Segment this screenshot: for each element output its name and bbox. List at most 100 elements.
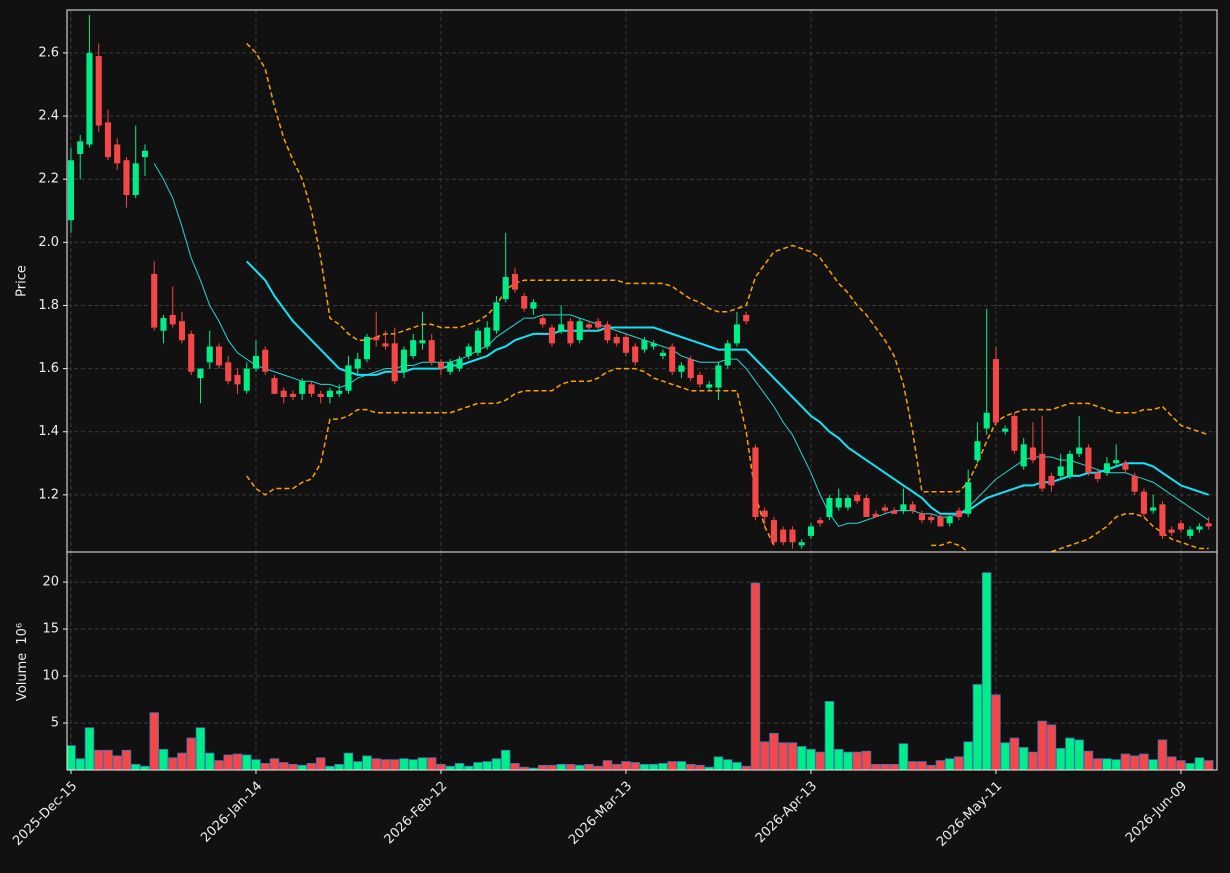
candle-body — [373, 337, 380, 341]
candle-body — [567, 321, 574, 344]
volume-bar — [315, 757, 326, 770]
volume-bar — [343, 752, 354, 770]
volume-bar — [306, 763, 317, 770]
volume-bar — [389, 759, 400, 770]
y-tick-label: 10 — [42, 669, 59, 684]
candle-body — [419, 340, 426, 344]
candle-body — [132, 163, 139, 195]
volume-bar — [1120, 753, 1131, 770]
volume-bar — [482, 761, 492, 770]
volume-bar — [1055, 747, 1066, 770]
candle-body — [1002, 428, 1009, 432]
candle-body — [243, 368, 250, 391]
candle-body — [854, 494, 861, 502]
volume-bar — [1203, 760, 1214, 770]
volume-bar — [1028, 751, 1038, 770]
volume-bar — [861, 750, 872, 770]
volume-bar — [796, 746, 807, 770]
volume-bar — [1046, 724, 1057, 770]
candle-body — [67, 160, 75, 221]
volume-bar — [408, 759, 418, 770]
y-tick-label: 2.6 — [38, 45, 59, 60]
candle-body — [1066, 453, 1073, 476]
candle-body — [289, 393, 297, 398]
candle-body — [928, 516, 935, 521]
volume-bar — [695, 764, 705, 770]
candle-body — [955, 510, 962, 517]
volume-bar — [935, 760, 946, 770]
candle-body — [770, 520, 777, 543]
volume-bar — [241, 754, 252, 770]
overlay-line — [246, 367, 1209, 552]
volume-bar — [944, 758, 955, 770]
candle-body — [715, 365, 722, 388]
volume-bar — [815, 751, 825, 770]
y-tick-label: 2.0 — [38, 235, 59, 250]
candle-body — [363, 337, 371, 360]
volume-bar — [426, 757, 437, 770]
volume-bar — [1185, 763, 1195, 770]
candle-body — [1011, 415, 1018, 451]
volume-bar — [112, 755, 122, 770]
volume-bar — [473, 762, 483, 770]
candle-body — [308, 384, 315, 394]
volume-bar — [1102, 758, 1112, 770]
candle-body — [123, 160, 130, 195]
candle-body — [169, 314, 176, 325]
volume-bar — [130, 763, 141, 770]
volume-bar — [981, 572, 992, 770]
volume-bar — [584, 763, 594, 770]
volume-bar — [1000, 742, 1010, 770]
candle-body — [622, 337, 630, 353]
volume-bar — [547, 764, 557, 770]
y-tick-label: 1.4 — [38, 424, 59, 439]
y-tick-label: 2.2 — [38, 172, 59, 187]
candle-body — [696, 374, 704, 385]
candle-body — [576, 321, 583, 341]
candle-body — [724, 343, 731, 366]
volume-bar — [824, 701, 835, 770]
volume-bar — [1074, 739, 1084, 770]
volume-bar — [593, 765, 603, 770]
volume-bar — [195, 727, 206, 770]
candle-body — [1150, 507, 1157, 511]
candle-body — [891, 510, 898, 514]
volume-frame — [66, 551, 1218, 771]
y-tick-label: 1.8 — [38, 298, 59, 313]
candle-body — [558, 324, 565, 331]
candle-body — [86, 52, 93, 145]
volume-bar — [898, 743, 909, 770]
candle-body — [114, 144, 121, 164]
volume-bar — [778, 742, 788, 770]
candle-body — [844, 498, 851, 508]
volume-bar — [288, 763, 298, 770]
candle-body — [761, 510, 768, 517]
volume-bar — [648, 763, 659, 770]
candle-body — [733, 324, 740, 344]
volume-bar — [880, 763, 890, 770]
volume-bar — [676, 761, 687, 770]
volume-bar — [251, 759, 261, 770]
volume-bar — [260, 763, 270, 770]
candle-body — [1103, 463, 1110, 473]
candle-body — [650, 343, 657, 347]
volume-bar — [177, 752, 187, 770]
candle-body — [918, 513, 925, 521]
volume-bar — [722, 759, 733, 770]
volume-bar — [204, 752, 215, 770]
candle-body — [326, 390, 334, 398]
candle-body — [604, 324, 611, 341]
candle-body — [299, 381, 306, 394]
volume-bar — [510, 763, 520, 770]
candle-body — [900, 504, 907, 511]
volume-bar — [334, 763, 344, 770]
candle-body — [678, 365, 685, 372]
candle-body — [659, 352, 667, 356]
candle-body — [669, 346, 676, 372]
candle-body — [1131, 475, 1138, 492]
volume-bar — [907, 761, 918, 770]
candle-body — [160, 318, 167, 331]
candle-body — [1159, 504, 1166, 536]
volume-bar — [1148, 759, 1158, 770]
